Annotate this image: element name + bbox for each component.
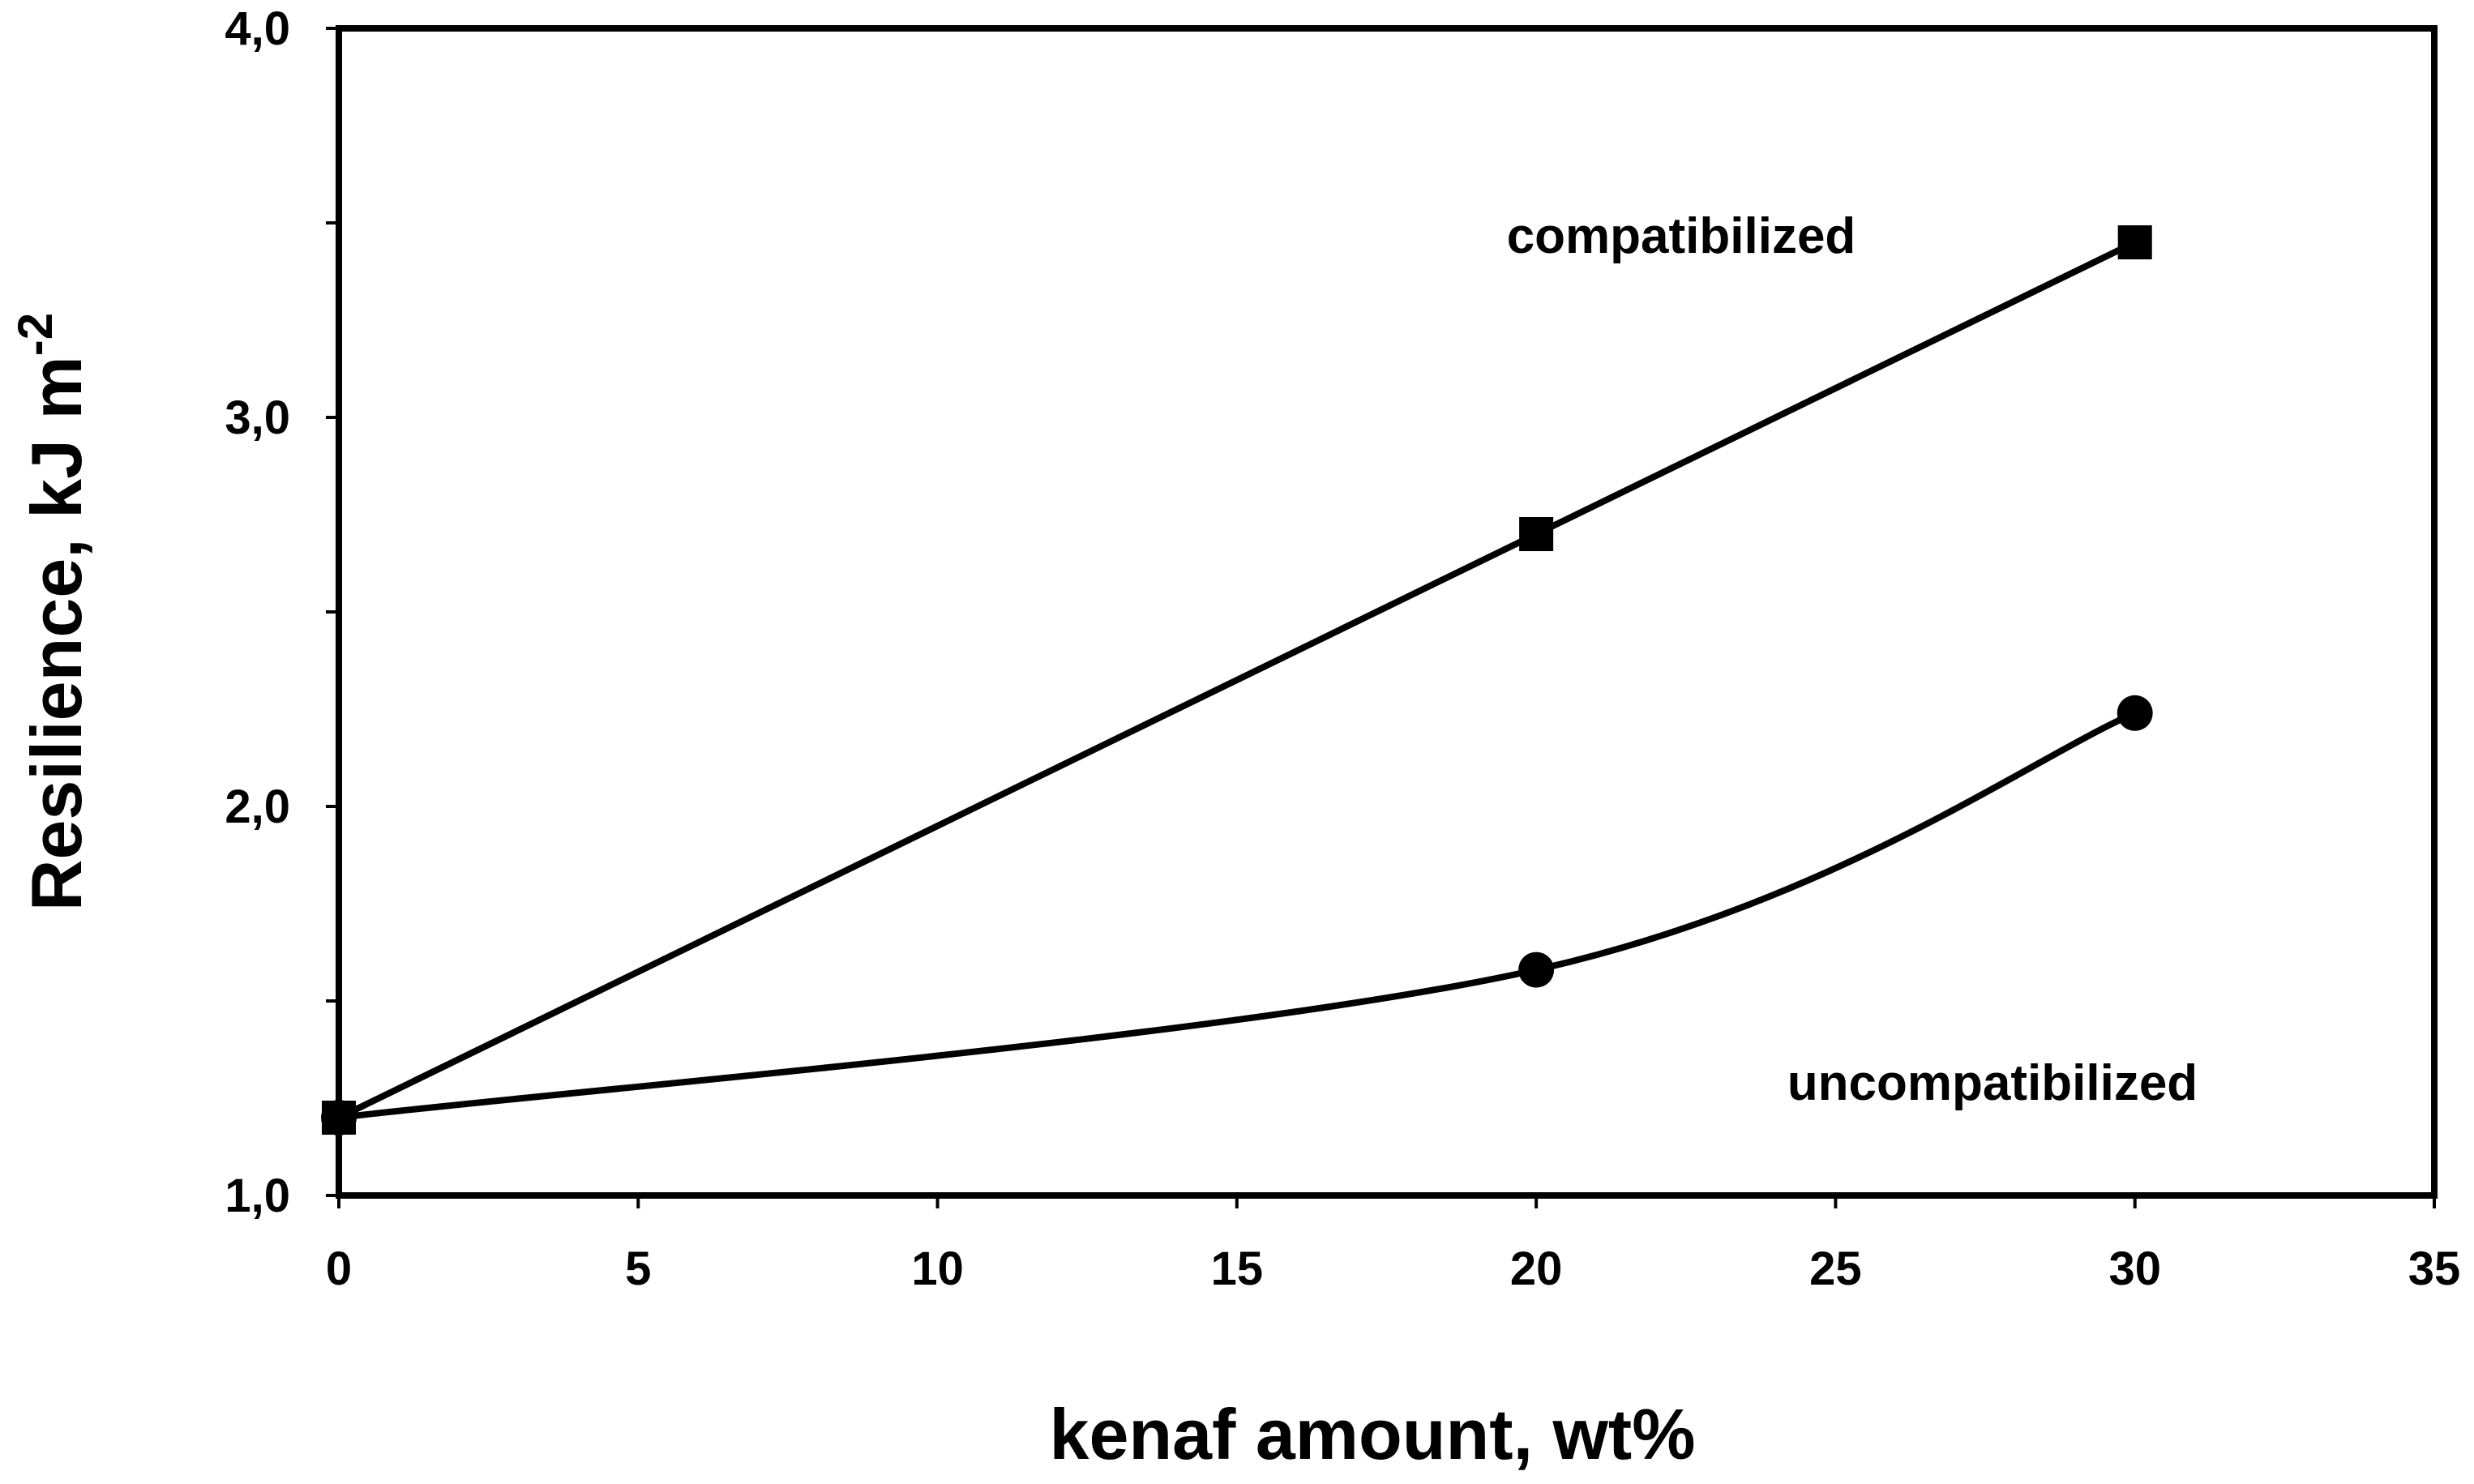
x-tick-label: 5 — [625, 1242, 651, 1295]
marker — [322, 1101, 356, 1135]
series-line — [338, 710, 2137, 1121]
series-label: uncompatibilized — [1787, 1055, 2198, 1111]
y-tick-label: 2,0 — [225, 780, 290, 833]
x-tick-label: 15 — [1211, 1242, 1264, 1295]
x-tick-label: 30 — [2108, 1242, 2161, 1295]
x-tick-label: 0 — [326, 1242, 352, 1295]
y-axis-title-superscript: -2 — [8, 313, 62, 356]
x-tick-label: 10 — [911, 1242, 964, 1295]
marker — [1518, 952, 1555, 988]
plot-frame — [336, 25, 2438, 1199]
x-tick-label: 20 — [1510, 1242, 1563, 1295]
x-tick-label: 25 — [1809, 1242, 1862, 1295]
y-tick-label: 1,0 — [225, 1170, 290, 1222]
y-axis-title: Resilience, kJ m-2 — [8, 313, 96, 911]
marker — [2117, 225, 2152, 259]
y-tick-label: 4,0 — [225, 2, 290, 55]
series-label: compatibilized — [1507, 208, 1856, 264]
y-axis-title-text: Resilience, kJ m — [16, 356, 96, 911]
x-tick-label: 35 — [2408, 1242, 2461, 1295]
series-line — [337, 239, 2137, 1121]
y-tick-label: 3,0 — [225, 391, 290, 444]
marker — [2117, 695, 2153, 731]
marker — [1519, 517, 1554, 551]
x-axis-title: kenaf amount, wt% — [1050, 1394, 1696, 1474]
